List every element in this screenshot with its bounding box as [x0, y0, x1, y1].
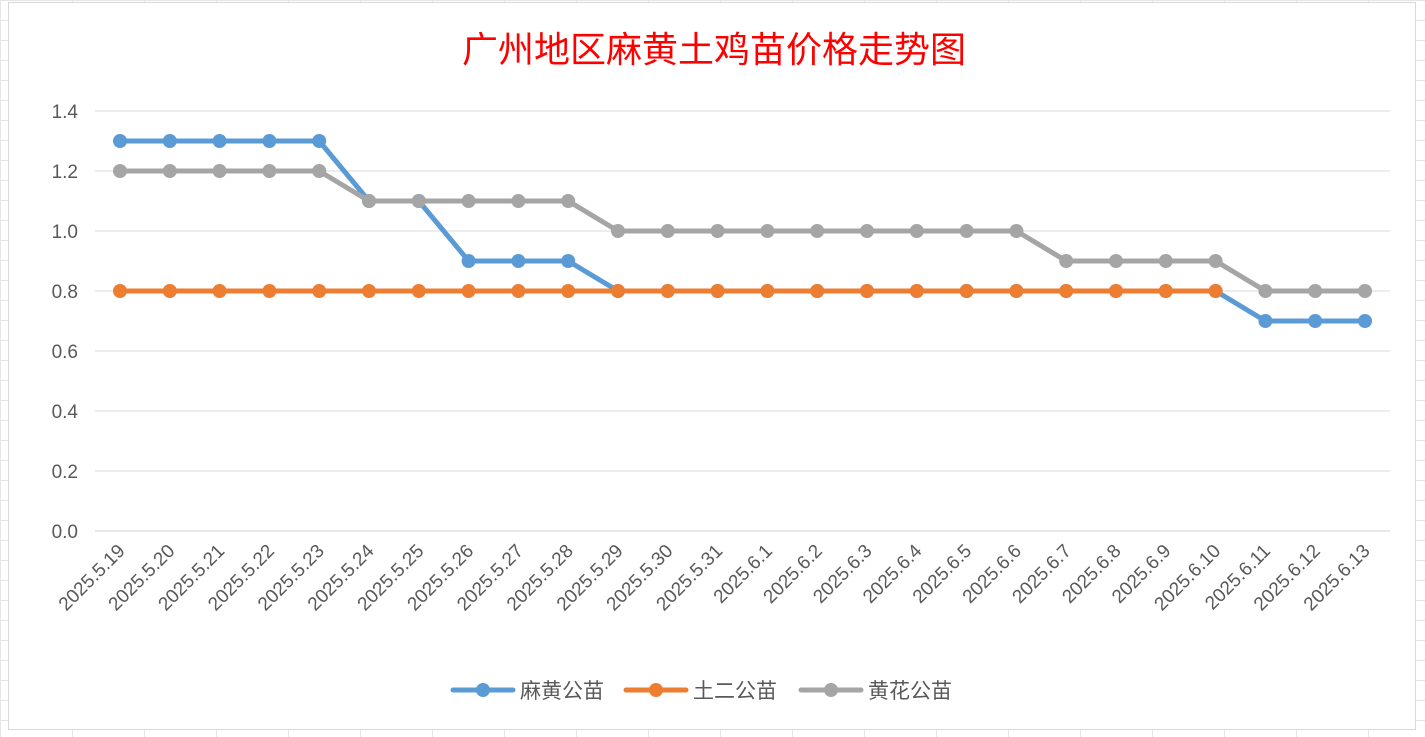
data-point[interactable]	[461, 194, 476, 208]
data-point[interactable]	[113, 284, 127, 298]
data-point[interactable]	[362, 284, 376, 298]
data-point[interactable]	[561, 194, 576, 208]
data-point[interactable]	[262, 284, 277, 298]
series-2	[113, 284, 1223, 298]
data-point[interactable]	[312, 134, 327, 148]
y-tick-label: 1.4	[52, 102, 79, 123]
data-point[interactable]	[611, 224, 625, 238]
data-point[interactable]	[710, 224, 725, 238]
y-tick-label: 0.8	[52, 282, 78, 303]
legend-dot-marker	[649, 683, 663, 697]
data-point[interactable]	[860, 224, 874, 238]
series-line	[117, 168, 1368, 294]
legend[interactable]: 麻黄公苗 土二公苗 黄花公苗	[450, 679, 952, 703]
data-point[interactable]	[1308, 284, 1323, 298]
y-tick-label: 1.2	[52, 162, 78, 183]
data-point[interactable]	[860, 284, 874, 298]
data-point[interactable]	[561, 254, 576, 268]
data-point[interactable]	[511, 194, 526, 208]
data-point[interactable]	[113, 134, 127, 148]
legend-item-1[interactable]: 麻黄公苗	[450, 679, 604, 703]
legend-dot-marker	[476, 683, 490, 697]
data-point[interactable]	[262, 164, 277, 178]
data-point[interactable]	[909, 284, 924, 298]
gridlines	[95, 110, 1390, 532]
data-point[interactable]	[959, 224, 974, 238]
data-point[interactable]	[461, 284, 476, 298]
data-point[interactable]	[1258, 314, 1273, 328]
x-axis: 2025.5.192025.5.202025.5.212025.5.222025…	[55, 540, 1375, 615]
data-point[interactable]	[1009, 224, 1024, 238]
data-point[interactable]	[1358, 284, 1372, 298]
data-point[interactable]	[162, 284, 177, 298]
data-point[interactable]	[1208, 254, 1223, 268]
data-point[interactable]	[411, 284, 426, 298]
legend-label: 麻黄公苗	[520, 679, 604, 703]
y-axis: 0.0 0.2 0.4 0.6 0.8 1.0 1.2 1.4	[52, 102, 79, 543]
series-3	[113, 164, 1372, 298]
data-point[interactable]	[1009, 284, 1024, 298]
data-point[interactable]	[262, 134, 277, 148]
data-point[interactable]	[212, 164, 227, 178]
legend-label: 土二公苗	[693, 679, 777, 703]
data-point[interactable]	[1109, 254, 1123, 268]
data-point[interactable]	[1208, 284, 1223, 298]
data-point[interactable]	[162, 164, 177, 178]
data-point[interactable]	[959, 284, 974, 298]
data-point[interactable]	[461, 254, 476, 268]
data-point[interactable]	[1258, 284, 1273, 298]
chart-title: 广州地区麻黄土鸡苗价格走势图	[462, 30, 966, 71]
y-tick-label: 0.4	[52, 402, 79, 423]
data-point[interactable]	[411, 194, 426, 208]
data-point[interactable]	[1059, 284, 1074, 298]
data-point[interactable]	[1109, 284, 1123, 298]
data-point[interactable]	[212, 284, 227, 298]
data-point[interactable]	[511, 284, 526, 298]
data-point[interactable]	[1358, 314, 1372, 328]
data-point[interactable]	[1158, 284, 1173, 298]
data-point[interactable]	[611, 284, 625, 298]
series-lines	[113, 134, 1372, 328]
data-point[interactable]	[760, 284, 775, 298]
legend-item-3[interactable]: 黄花公苗	[798, 679, 952, 703]
data-point[interactable]	[511, 254, 526, 268]
data-point[interactable]	[810, 224, 825, 238]
legend-item-2[interactable]: 土二公苗	[623, 679, 777, 703]
data-point[interactable]	[909, 224, 924, 238]
data-point[interactable]	[1059, 254, 1074, 268]
data-point[interactable]	[1158, 254, 1173, 268]
data-point[interactable]	[760, 224, 775, 238]
data-point[interactable]	[1308, 314, 1323, 328]
data-point[interactable]	[212, 134, 227, 148]
y-tick-label: 0.0	[52, 522, 78, 543]
legend-label: 黄花公苗	[868, 679, 952, 703]
data-point[interactable]	[710, 284, 725, 298]
data-point[interactable]	[162, 134, 177, 148]
data-point[interactable]	[660, 224, 675, 238]
data-point[interactable]	[561, 284, 576, 298]
data-point[interactable]	[312, 284, 327, 298]
legend-dot-marker	[824, 683, 838, 697]
data-point[interactable]	[113, 164, 127, 178]
chart-area[interactable]	[8, 2, 1416, 730]
data-point[interactable]	[312, 164, 327, 178]
data-point[interactable]	[660, 284, 675, 298]
data-point[interactable]	[362, 194, 376, 208]
y-tick-label: 0.2	[52, 462, 78, 483]
data-point[interactable]	[810, 284, 825, 298]
y-tick-label: 1.0	[52, 222, 78, 243]
y-tick-label: 0.6	[52, 342, 78, 363]
